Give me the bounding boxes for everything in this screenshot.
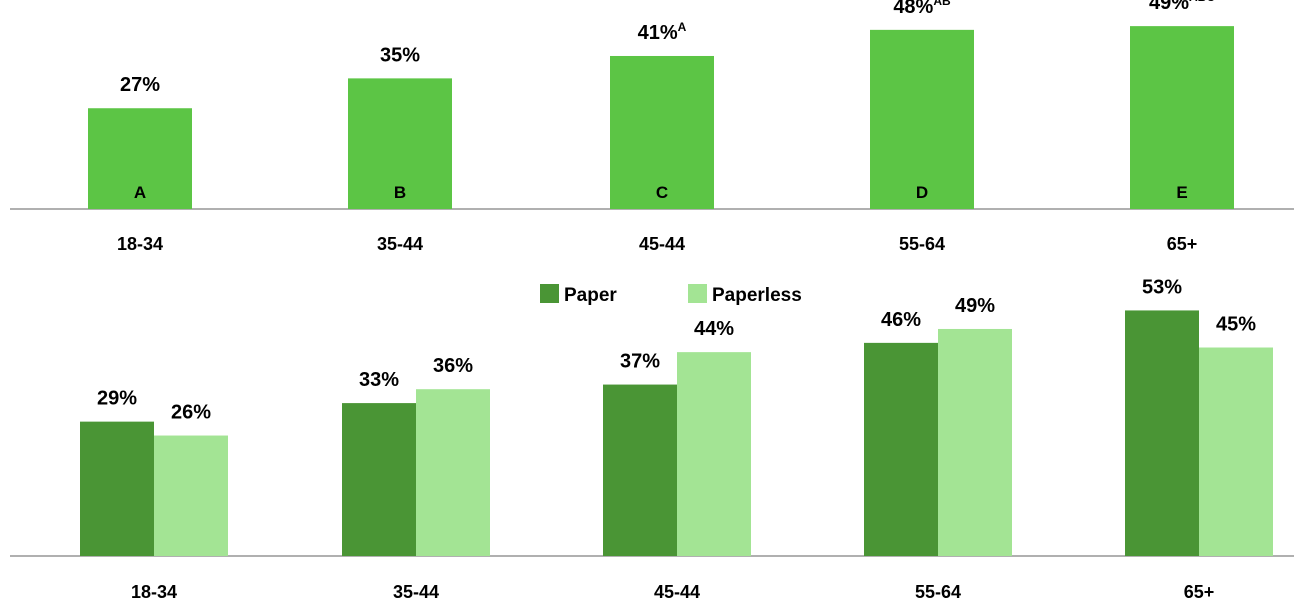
legend-swatch-paperless (688, 284, 707, 303)
chart2-bar-paperless-35-44 (416, 389, 490, 556)
chart2-bar-paperless-45-44 (677, 352, 751, 556)
chart1-value-label: 41%A (638, 20, 687, 44)
chart1-bar-45-44 (610, 55, 714, 209)
chart1-value-label: 48%AB (893, 0, 951, 18)
chart1-category-label: 55-64 (899, 234, 945, 254)
chart1-category-label: 45-44 (639, 234, 685, 254)
chart2-value-label: 29% (97, 388, 137, 410)
chart1-value-text: 48% (893, 0, 933, 18)
chart2-category-label: 35-44 (393, 582, 439, 602)
chart2-bar-paperless-18-34 (154, 435, 228, 556)
chart1-value-text: 27% (120, 74, 160, 96)
chart1-value-label: 27% (120, 74, 160, 96)
chart2-bar-paper-55-64 (864, 342, 938, 556)
chart1-bar-letter: B (394, 183, 406, 202)
chart2-value-label: 33% (359, 369, 399, 391)
chart2-value-label: 45% (1216, 314, 1256, 336)
chart2-bar-paperless-55-64 (938, 328, 1012, 556)
chart1-category-label: 35-44 (377, 234, 423, 254)
chart1-bar-letter: C (656, 183, 668, 202)
chart2-bar-paperless-65+ (1199, 347, 1273, 556)
chart1-bar-65+ (1130, 26, 1234, 209)
chart1-bar-letter: E (1176, 183, 1187, 202)
legend-label-paper: Paper (564, 285, 617, 306)
chart2-category-label: 45-44 (654, 582, 700, 602)
chart2-category-label: 65+ (1184, 582, 1215, 602)
chart1-value-label: 49%ABC (1149, 0, 1215, 14)
chart1-significance-marker: A (678, 20, 687, 34)
chart2-value-label: 46% (881, 309, 921, 331)
chart1-category-label: 18-34 (117, 234, 163, 254)
chart2-value-label: 36% (433, 355, 473, 377)
chart2-category-label: 18-34 (131, 582, 177, 602)
chart1-value-text: 41% (638, 22, 678, 44)
chart1-value-text: 49% (1149, 0, 1189, 14)
chart2-value-label: 53% (1142, 276, 1182, 298)
chart2-category-label: 55-64 (915, 582, 961, 602)
chart2-value-label: 44% (694, 318, 734, 340)
chart2-value-label: 26% (171, 402, 211, 424)
chart1-significance-marker: ABC (1189, 0, 1215, 4)
chart2-bar-paper-65+ (1125, 310, 1199, 556)
chart2-value-label: 49% (955, 295, 995, 317)
chart2-value-label: 37% (620, 351, 660, 373)
legend-swatch-paper (540, 284, 559, 303)
chart2-bar-paper-35-44 (342, 403, 416, 556)
chart1-bar-letter: A (134, 183, 146, 202)
chart1-bar-letter: D (916, 183, 928, 202)
chart2-bar-paper-45-44 (603, 384, 677, 556)
chart2-bar-paper-18-34 (80, 421, 154, 556)
legend-label-paperless: Paperless (712, 285, 802, 306)
chart1-value-text: 35% (380, 44, 420, 66)
chart1-bar-55-64 (870, 29, 974, 209)
chart1-value-label: 35% (380, 44, 420, 66)
chart1-bar-18-34 (88, 108, 192, 209)
chart1-category-label: 65+ (1167, 234, 1198, 254)
chart1-significance-marker: AB (933, 0, 951, 8)
chart1-bar-35-44 (348, 78, 452, 209)
